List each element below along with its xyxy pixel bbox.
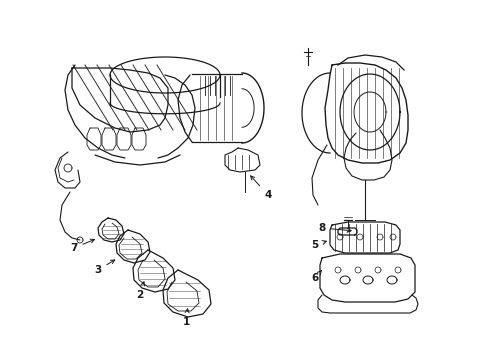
Text: 1: 1: [182, 309, 189, 327]
Text: 5: 5: [311, 240, 325, 250]
Text: 8: 8: [318, 223, 350, 233]
Text: 3: 3: [94, 260, 115, 275]
Text: 4: 4: [250, 176, 271, 200]
Text: 2: 2: [136, 282, 144, 300]
Text: 7: 7: [70, 239, 94, 253]
Text: 6: 6: [311, 270, 321, 283]
